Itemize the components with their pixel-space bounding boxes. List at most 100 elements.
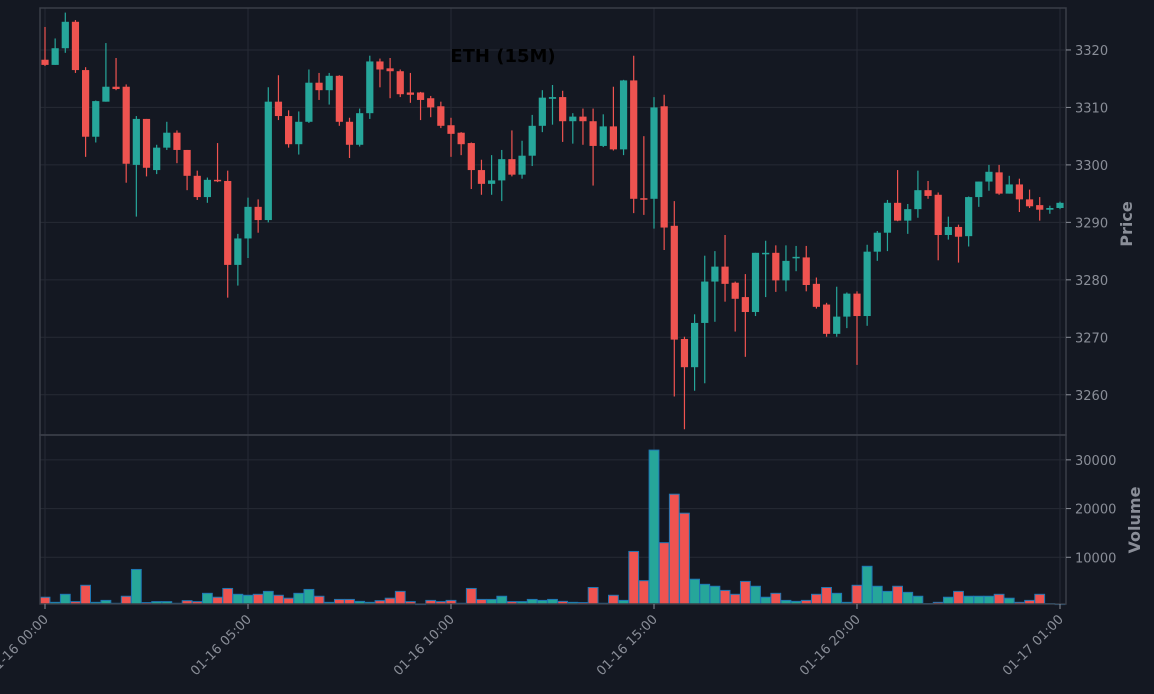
candle-down [183, 149, 191, 191]
volume-axis: 10000 20000 30000 [1066, 454, 1116, 566]
candle-body [305, 82, 313, 122]
candle-down [477, 159, 486, 195]
candle-up [599, 114, 607, 148]
candle-body [386, 68, 394, 72]
candle-down [934, 192, 942, 261]
candle-down [508, 130, 516, 177]
candle-up [92, 100, 100, 143]
candle-up [1056, 201, 1064, 210]
volume-tick-label: 10000 [1075, 551, 1116, 566]
candle-body [619, 80, 628, 150]
candle-body [782, 260, 790, 281]
candle-down [41, 26, 49, 67]
price-tick-label: 3260 [1075, 389, 1108, 404]
candle-body [285, 116, 293, 145]
candle-body [579, 116, 587, 122]
candle-body [711, 266, 719, 282]
candle-up [792, 245, 800, 272]
candle-body [213, 179, 222, 182]
volume-bar [709, 585, 721, 605]
candle-body [437, 106, 445, 126]
price-tick-label: 3300 [1075, 159, 1108, 174]
candle-body [122, 86, 130, 164]
candle-down [853, 291, 861, 365]
candle-up [782, 245, 790, 292]
candle-body [193, 175, 201, 198]
candle-down [254, 199, 262, 233]
candle-down [741, 274, 749, 357]
candle-body [132, 118, 140, 165]
chart-title: ETH (15M) [450, 46, 555, 67]
candle-body [254, 206, 262, 221]
volume-axis-label: Volume [1125, 486, 1144, 553]
candle-up [366, 55, 374, 119]
volume-bar [871, 585, 883, 605]
candle-up [528, 114, 536, 167]
volume-bar [120, 595, 132, 605]
candle-up [863, 244, 871, 326]
candle-body [1046, 207, 1054, 210]
volume-bar [1003, 597, 1015, 605]
candle-body [640, 198, 648, 200]
candle-body [274, 101, 283, 117]
candle-down [386, 57, 394, 99]
candle-body [965, 197, 973, 237]
volume-bar [973, 595, 985, 605]
candle-up [873, 230, 881, 261]
candle-body [234, 238, 242, 265]
volume-bar [212, 596, 223, 605]
candle-down [802, 245, 810, 292]
candle-down [396, 69, 404, 98]
price-tick-label: 3310 [1075, 101, 1108, 116]
candle-body [244, 206, 252, 239]
volume-bar [648, 449, 660, 605]
volume-bar [719, 589, 731, 605]
candle-down [71, 20, 80, 73]
candle-up [305, 69, 313, 123]
candle-body [1025, 199, 1034, 207]
volume-bar [313, 595, 325, 605]
candle-body [731, 282, 739, 299]
candle-body [751, 252, 760, 313]
candle-down [285, 110, 293, 148]
candle-body [975, 181, 983, 198]
candle-body [112, 86, 120, 90]
volume-bar [252, 593, 264, 605]
candle-body [843, 293, 851, 317]
candle-body [396, 71, 404, 95]
candle-down [680, 336, 689, 430]
candle-up [548, 85, 557, 125]
volume-bar [679, 512, 690, 605]
candle-body [153, 147, 161, 171]
candle-down [579, 108, 587, 145]
candle-body [142, 118, 151, 168]
candle-body [92, 101, 100, 137]
candle-down [670, 201, 678, 397]
candle-up [1046, 205, 1054, 214]
volume-panel-frame [39, 434, 1067, 605]
candle-down [1015, 178, 1023, 213]
candle-body [447, 125, 455, 134]
volume-bar [770, 592, 782, 605]
candle-body [802, 257, 810, 286]
candle-body [1036, 205, 1044, 210]
candle-up [295, 111, 303, 155]
candle-body [173, 132, 181, 150]
candle-up [985, 164, 993, 191]
volume-bar [465, 587, 477, 605]
volume-tick-label: 30000 [1075, 454, 1116, 469]
price-tick-label: 3290 [1075, 216, 1108, 231]
volume-bar [821, 586, 832, 605]
candle-up [619, 79, 628, 156]
candle-body [477, 170, 486, 184]
candle-body [467, 143, 475, 171]
candle-body [934, 194, 942, 236]
candle-up [518, 140, 526, 179]
candle-body [488, 180, 496, 184]
candle-up [244, 197, 252, 258]
candle-body [224, 180, 232, 265]
volume-bar [892, 585, 904, 605]
volume-bar [202, 592, 213, 605]
volume-bar [242, 594, 254, 605]
